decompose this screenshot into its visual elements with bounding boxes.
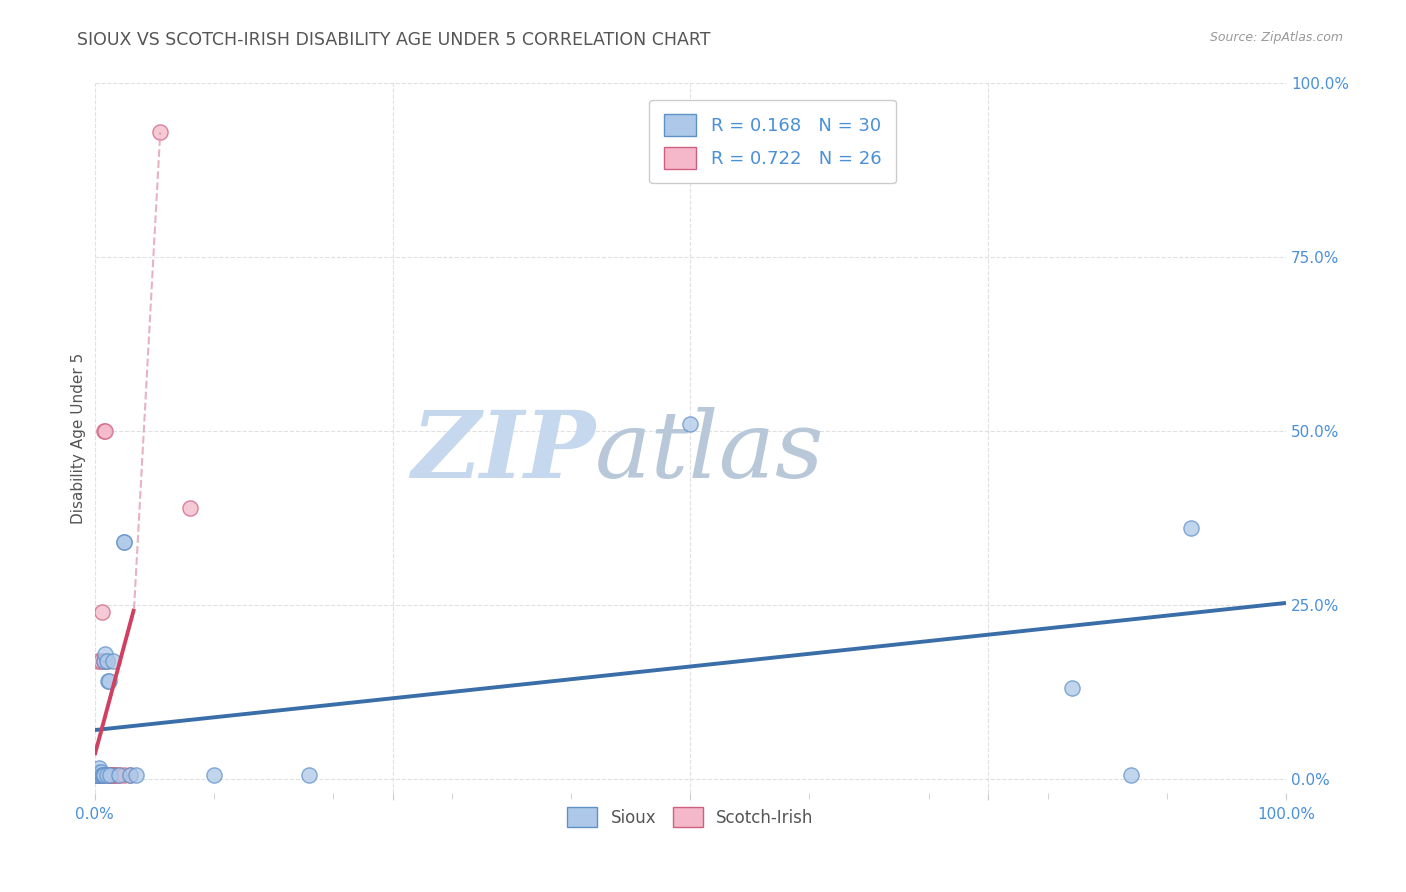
Point (90, 768, 112, 782)
Point (120, 768, 142, 782)
Point (86, 768, 108, 782)
Point (89, 761, 111, 775)
Point (91, 768, 114, 782)
Point (90, 654, 112, 668)
Point (93, 654, 115, 668)
Point (202, 768, 225, 782)
Point (98, 674, 121, 689)
Point (89, 768, 111, 782)
Point (105, 768, 128, 782)
Point (86, 768, 108, 782)
Point (298, 768, 321, 782)
Point (98, 768, 121, 782)
Point (94, 424, 117, 438)
Point (91, 768, 114, 782)
Point (90, 768, 112, 782)
Point (98, 768, 121, 782)
Point (93, 424, 115, 438)
Point (90, 764, 112, 779)
Point (179, 500, 201, 515)
Point (90, 768, 112, 782)
Point (87, 768, 110, 782)
Point (679, 417, 702, 431)
Point (100, 768, 122, 782)
Text: atlas: atlas (595, 408, 824, 497)
Point (120, 768, 142, 782)
Legend: Sioux, Scotch-Irish: Sioux, Scotch-Irish (561, 800, 820, 834)
Point (87, 654, 110, 668)
Point (107, 768, 129, 782)
Point (101, 768, 124, 782)
Point (125, 768, 148, 782)
Point (114, 768, 136, 782)
Point (87, 768, 110, 782)
Point (98, 768, 121, 782)
Point (93, 654, 115, 668)
Text: ZIP: ZIP (411, 408, 595, 497)
Point (84, 768, 107, 782)
Point (86, 768, 108, 782)
Point (84, 768, 107, 782)
Text: Source: ZipAtlas.com: Source: ZipAtlas.com (1209, 31, 1343, 45)
Point (103, 768, 125, 782)
Point (1119, 768, 1142, 782)
Point (96, 654, 118, 668)
Point (93, 768, 115, 782)
Point (89, 764, 111, 779)
Point (96, 768, 118, 782)
Point (107, 768, 129, 782)
Y-axis label: Disability Age Under 5: Disability Age Under 5 (72, 352, 86, 524)
Point (94, 647, 117, 661)
Point (98, 768, 121, 782)
Point (149, 125, 172, 139)
Text: SIOUX VS SCOTCH-IRISH DISABILITY AGE UNDER 5 CORRELATION CHART: SIOUX VS SCOTCH-IRISH DISABILITY AGE UND… (77, 31, 711, 49)
Point (90, 605, 112, 619)
Point (114, 535, 136, 549)
Point (96, 654, 118, 668)
Point (1060, 681, 1083, 696)
Point (114, 535, 136, 549)
Point (101, 654, 124, 668)
Point (1180, 521, 1202, 535)
Point (87, 764, 110, 779)
Point (97, 674, 120, 689)
